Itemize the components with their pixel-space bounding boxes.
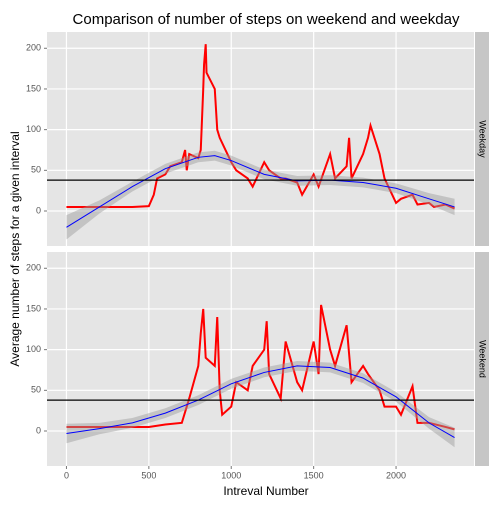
steps-line (66, 304, 455, 431)
steps-line (66, 44, 455, 210)
x-tick-label: 1500 (304, 470, 324, 480)
confidence-band (66, 150, 455, 240)
panel-background (47, 252, 474, 466)
x-tick-label: 1000 (221, 470, 241, 480)
y-tick-label: 50 (31, 165, 41, 175)
x-axis-label: Intreval Number (223, 484, 308, 498)
facet-label: Weekend (478, 340, 488, 378)
y-tick-label: 200 (26, 43, 41, 53)
x-tick-label: 500 (141, 470, 156, 480)
facet-strip (475, 252, 489, 466)
y-tick-label: 100 (26, 124, 41, 134)
x-tick-label: 2000 (386, 470, 406, 480)
panel-background (47, 32, 474, 246)
facet-strip (475, 32, 489, 246)
confidence-band (66, 361, 455, 448)
chart-title: Comparison of number of steps on weekend… (73, 11, 460, 28)
y-tick-label: 50 (31, 385, 41, 395)
y-axis-label: Average number of steps for a given inte… (8, 131, 22, 366)
x-tick-label: 0 (64, 470, 69, 480)
facet-label: Weekday (478, 120, 488, 158)
y-tick-label: 150 (26, 83, 41, 93)
smooth-line (66, 155, 455, 228)
y-tick-label: 0 (36, 425, 41, 435)
smooth-line (66, 365, 455, 438)
y-tick-label: 150 (26, 303, 41, 313)
y-tick-label: 200 (26, 263, 41, 273)
y-tick-label: 100 (26, 344, 41, 354)
y-tick-label: 0 (36, 205, 41, 215)
